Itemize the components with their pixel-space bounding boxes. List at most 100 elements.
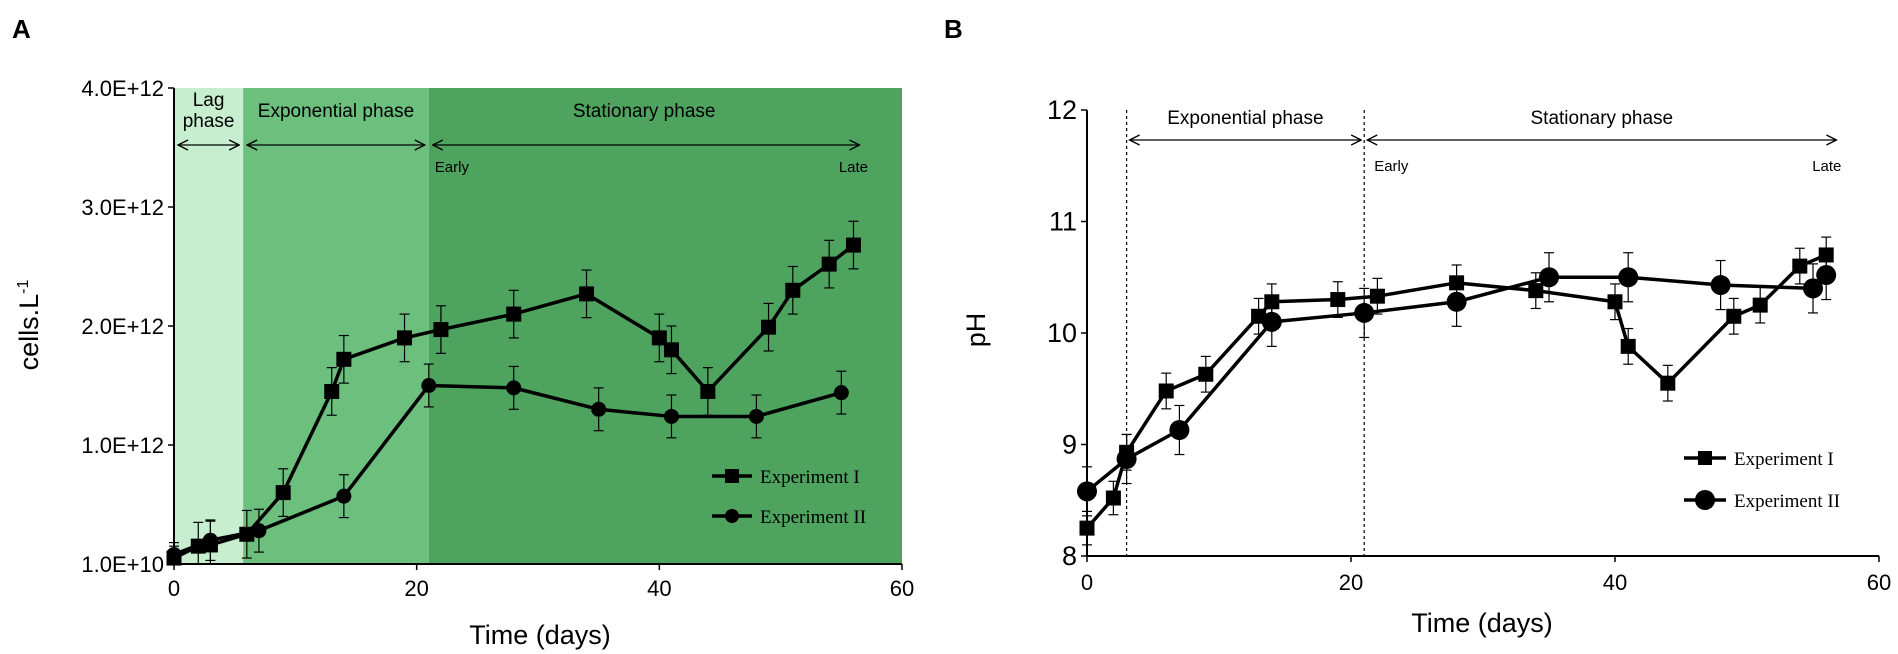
data-point	[833, 385, 849, 401]
legend-marker-0	[1698, 451, 1712, 465]
phase-annotations: Exponential phase Stationary phase Early La…	[1125, 108, 1841, 556]
x-tick-label: 60	[1867, 570, 1891, 595]
data-point	[1198, 366, 1214, 382]
data-point	[275, 485, 291, 501]
legend-label-0: Experiment I	[1734, 449, 1834, 470]
data-point	[251, 523, 267, 539]
data-point	[821, 256, 837, 272]
panel-letter-b: B	[944, 14, 963, 44]
series-markers	[1077, 247, 1837, 536]
data-point	[845, 237, 861, 253]
y-tick-label: 3.0E+12	[81, 195, 164, 220]
data-point	[651, 330, 667, 346]
legend: Experiment I Experiment II	[1684, 449, 1840, 512]
data-point	[336, 488, 352, 504]
data-point	[397, 330, 413, 346]
y-tick-label: 8	[1062, 541, 1077, 571]
x-tick-label: 40	[1603, 570, 1627, 595]
data-point	[1264, 294, 1280, 310]
axes: 1.0E+10 1.0E+12 2.0E+12 3.0E+12 4.0E+12 0 20 40…	[81, 76, 914, 601]
data-point	[1261, 311, 1282, 332]
data-point	[166, 546, 182, 562]
y-tick-label: 9	[1062, 430, 1077, 460]
phase-label-lag-line-2: phase	[183, 111, 235, 132]
phase-end-label: Late	[839, 159, 868, 176]
data-point	[1158, 383, 1174, 399]
data-point	[1710, 275, 1731, 296]
data-point	[506, 380, 522, 396]
x-tick-label: 60	[890, 576, 914, 601]
data-point	[433, 322, 449, 338]
y-tick-label: 2.0E+12	[81, 314, 164, 339]
y-tick-label: 1.0E+12	[81, 433, 164, 458]
data-point	[1726, 308, 1742, 324]
legend-marker-1	[725, 509, 739, 523]
data-point	[663, 408, 679, 424]
phase-label-1: Stationary phase	[1531, 108, 1674, 129]
data-point	[1607, 294, 1623, 310]
phase-start-label: Early	[1374, 158, 1409, 175]
x-axis-title: Time (days)	[469, 620, 611, 650]
phase-label-1: Exponential phase	[258, 101, 414, 122]
y-tick-label: 12	[1047, 95, 1077, 125]
panel-letter-a: A	[12, 14, 31, 44]
data-point	[1818, 247, 1834, 263]
data-point	[1618, 267, 1639, 288]
data-point	[1816, 265, 1837, 286]
y-axis-title: cells.L-1	[14, 280, 44, 371]
data-point	[1620, 338, 1636, 354]
data-point	[1079, 520, 1095, 536]
data-point	[761, 319, 777, 335]
data-point	[1446, 291, 1467, 312]
data-point	[1528, 283, 1544, 299]
data-point	[1330, 292, 1346, 308]
y-axis-title-superscript: -1	[15, 280, 32, 294]
data-point	[1792, 258, 1808, 274]
data-point	[1660, 375, 1676, 391]
data-point	[1169, 420, 1190, 441]
phase-region-1	[243, 88, 429, 564]
legend-label-0: Experiment I	[760, 467, 860, 488]
y-tick-label: 1.0E+10	[81, 552, 164, 577]
phase-region-2	[428, 88, 902, 564]
data-point	[1116, 448, 1137, 469]
phase-region-0	[174, 88, 244, 564]
x-tick-label: 40	[647, 576, 671, 601]
legend-marker-1	[1695, 490, 1715, 510]
data-point	[1752, 297, 1768, 313]
phase-label-2: Stationary phase	[573, 101, 716, 122]
data-point	[336, 351, 352, 367]
y-tick-label: 4.0E+12	[81, 76, 164, 101]
legend: Experiment I Experiment II	[712, 467, 866, 528]
data-point	[421, 378, 437, 393]
y-tick-label: 10	[1047, 318, 1077, 348]
data-point	[1803, 278, 1823, 299]
y-tick-label: 11	[1049, 207, 1077, 237]
data-point	[1449, 275, 1465, 291]
phase-end-label: Late	[1812, 158, 1841, 175]
data-point	[1105, 490, 1121, 506]
data-point	[748, 408, 764, 424]
phase-backgrounds	[174, 88, 902, 564]
y-axis-title-main: cells.L	[14, 294, 44, 371]
legend-marker-0	[725, 469, 739, 483]
data-point	[579, 286, 595, 302]
x-tick-label: 20	[1339, 570, 1363, 595]
data-point	[591, 401, 607, 417]
x-tick-label: 0	[168, 576, 180, 601]
phase-start-label: Early	[435, 159, 470, 176]
data-point	[1539, 267, 1559, 288]
data-point	[239, 526, 255, 542]
data-point	[785, 282, 801, 298]
x-tick-label: 20	[404, 576, 428, 601]
data-point	[324, 383, 340, 399]
data-point	[202, 532, 218, 548]
legend-label-1: Experiment II	[1734, 491, 1840, 512]
axes: 8 9 10 11 12 0 20 40 60	[1047, 95, 1891, 595]
phase-label-lag-line-1: Lag	[193, 90, 225, 111]
data-point	[190, 538, 206, 554]
series-markers	[166, 237, 861, 566]
x-tick-label: 0	[1081, 570, 1093, 595]
